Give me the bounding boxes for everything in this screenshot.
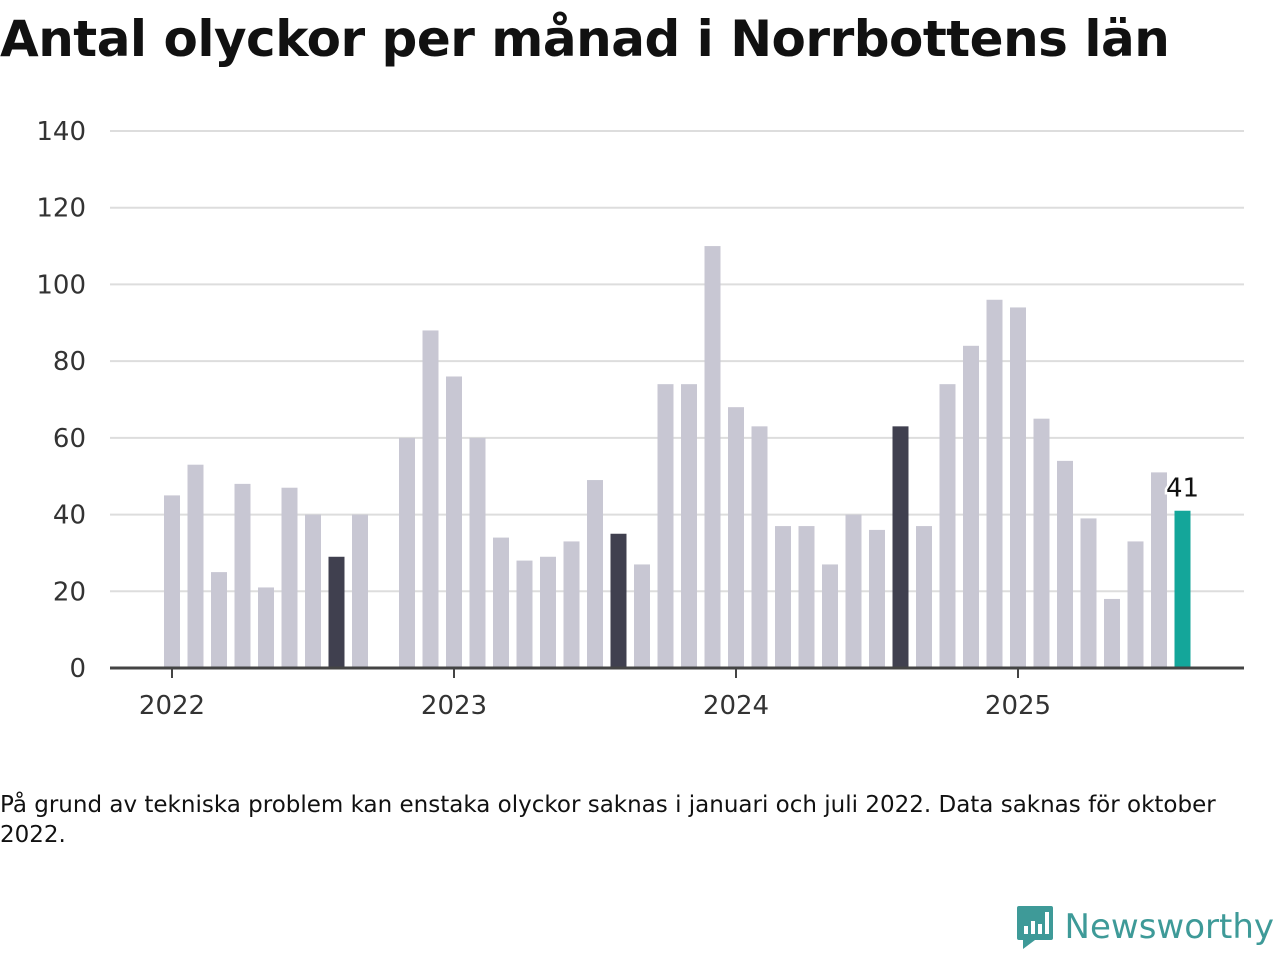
y-tick-label: 40	[53, 501, 86, 531]
x-tick-label: 2025	[985, 691, 1051, 721]
bar-2022-06	[281, 487, 298, 668]
x-tick-label: 2023	[421, 691, 487, 721]
bar-2024-06	[845, 514, 862, 668]
bar-2022-02	[187, 464, 204, 668]
y-tick-label: 20	[53, 577, 86, 607]
bar-2022-03	[211, 572, 227, 668]
brand-logo: Newsworthy	[1015, 904, 1274, 950]
bar-2024-01	[728, 407, 744, 668]
y-tick-label: 120	[36, 194, 86, 224]
y-tick-label: 80	[53, 347, 86, 377]
bar-2022-07	[305, 514, 321, 668]
bar-2025-08	[1174, 510, 1191, 668]
x-tick-label: 2024	[703, 691, 769, 721]
bar-2023-02	[469, 437, 486, 668]
y-tick-label: 0	[69, 654, 86, 684]
bar-chart: 0 20 40 60 80 100 120 140 2022 2023 2024 2025 41	[36, 117, 1244, 721]
bar-2025-03	[1057, 460, 1073, 668]
bar-2024-12	[986, 299, 1003, 668]
bar-2022-12	[422, 330, 439, 668]
chart-title: Antal olyckor per månad i Norrbottens lä…	[0, 10, 1170, 68]
bar-2023-08	[610, 533, 627, 668]
bar-2023-01	[446, 376, 462, 668]
bar-2022-05	[258, 587, 274, 668]
bar-2025-07	[1151, 472, 1167, 668]
bar-2023-10	[657, 384, 674, 668]
footnote: På grund av tekniska problem kan enstaka…	[0, 792, 1216, 848]
bar-2023-06	[563, 541, 580, 668]
bar-2022-04	[234, 483, 251, 668]
bar-2024-09	[916, 526, 932, 668]
bar-2023-12	[704, 246, 721, 669]
brand-name: Newsworthy	[1064, 907, 1274, 947]
bar-2024-08	[892, 426, 909, 668]
bar-2023-05	[540, 556, 556, 668]
y-tick-label: 140	[36, 117, 86, 147]
bar-2022-11	[399, 437, 415, 668]
bar-2025-06	[1127, 541, 1144, 668]
bar-2023-09	[634, 564, 650, 668]
bar-2023-11	[681, 384, 697, 668]
newsworthy-chart-bubble-icon	[1016, 906, 1053, 949]
bar-2024-05	[822, 564, 838, 668]
bar-2024-04	[798, 526, 815, 668]
bar-2023-03	[493, 537, 509, 668]
bars	[164, 246, 1191, 669]
axes: 0 20 40 60 80 100 120 140 2022 2023 2024 2025	[36, 117, 1244, 721]
y-tick-label: 60	[53, 424, 86, 454]
x-tick-label: 2022	[139, 691, 205, 721]
latest-value-label: 41	[1166, 474, 1199, 504]
bar-2024-11	[963, 345, 979, 668]
bar-2022-01	[164, 495, 180, 668]
bar-2025-01	[1010, 307, 1026, 668]
bar-2024-03	[775, 526, 791, 668]
data-labels: 41	[1163, 471, 1201, 506]
bar-2023-07	[587, 480, 603, 668]
y-tick-label: 100	[36, 270, 86, 300]
bar-2025-05	[1104, 598, 1120, 668]
bar-2024-10	[939, 384, 956, 668]
bar-2022-08	[328, 556, 345, 668]
bar-2022-09	[352, 514, 368, 668]
bar-2024-07	[869, 529, 885, 668]
bar-2025-02	[1033, 418, 1050, 668]
bar-2025-04	[1080, 518, 1097, 668]
bar-2024-02	[751, 426, 768, 668]
bar-2023-04	[516, 560, 533, 668]
gridlines	[110, 130, 1244, 593]
